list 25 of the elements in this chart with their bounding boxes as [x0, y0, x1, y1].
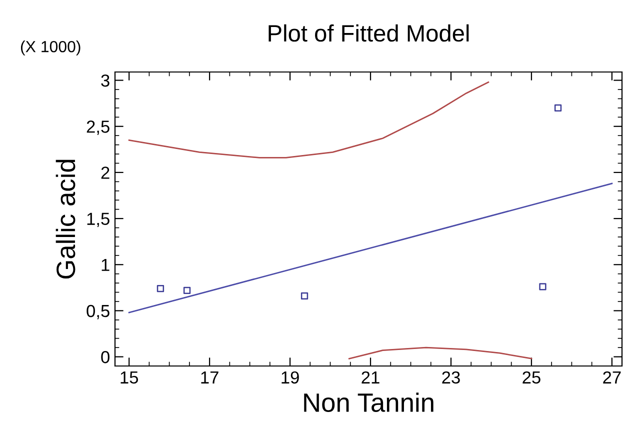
x-tick-label: 25 — [522, 371, 540, 384]
y-axis-title: Gallic acid — [56, 160, 76, 279]
text: (X 1000) — [20, 40, 80, 56]
point — [554, 104, 562, 112]
y-tick-label: 2 — [101, 166, 110, 179]
chart-title: Plot of Fitted Model — [268, 24, 469, 42]
point — [300, 292, 308, 300]
point — [156, 285, 164, 292]
x-tick-label: 15 — [120, 372, 138, 384]
line-series — [128, 81, 490, 158]
x-tick-label: 19 — [282, 371, 299, 384]
x-axis-title: Non Tannin — [304, 392, 434, 412]
point — [183, 286, 191, 294]
line-series — [348, 346, 532, 360]
y-tick-label: 1,5 — [87, 212, 110, 228]
x-tick-label: 21 — [362, 371, 380, 384]
point — [539, 283, 546, 290]
y-tick-label: 3 — [101, 74, 110, 87]
y-tick-label: 0 — [101, 350, 110, 364]
y-tick-label: 1 — [102, 258, 110, 271]
y-tick-label: 0,5 — [86, 304, 110, 320]
x-tick-label: 27 — [603, 371, 621, 384]
x-tick-label: 17 — [201, 372, 218, 384]
x-tick-label: 23 — [442, 371, 460, 384]
y-tick-label: 2,5 — [86, 120, 110, 135]
